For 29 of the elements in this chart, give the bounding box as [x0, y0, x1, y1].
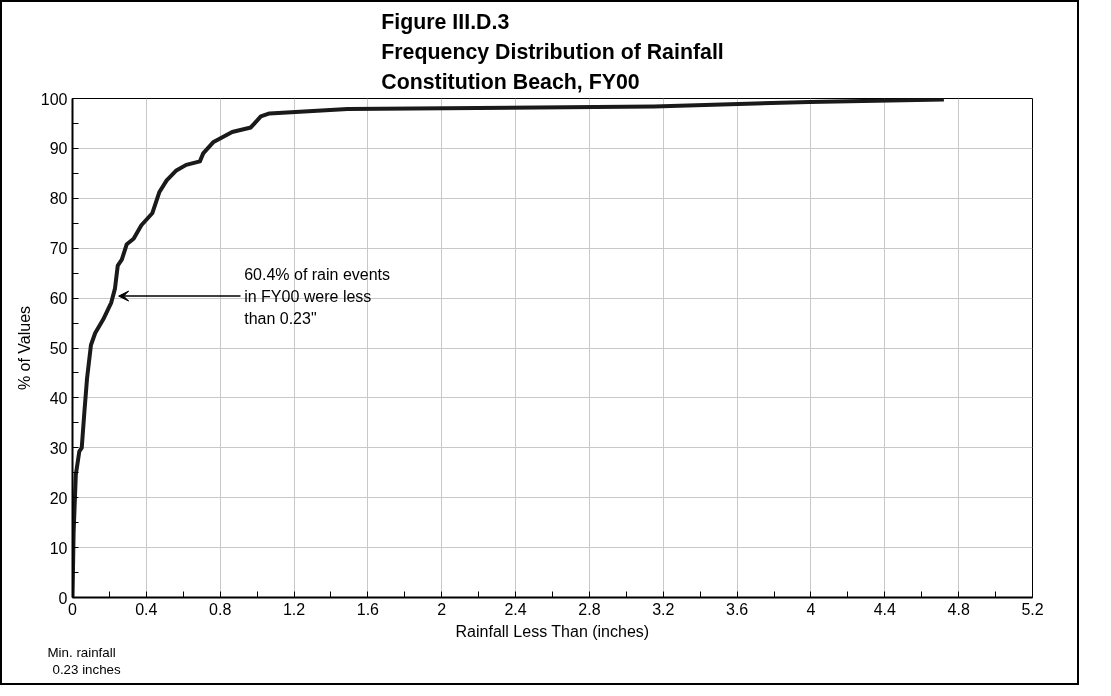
- y-tick-label: 80: [49, 190, 68, 208]
- y-tick-label: 20: [49, 489, 68, 507]
- y-tick-label: 40: [49, 389, 68, 407]
- y-tick-label: 100: [40, 90, 68, 108]
- annotation: 60.4% of rain events in FY00 were less than 0.23": [244, 265, 391, 327]
- x-tick-label: 4.8: [947, 600, 970, 618]
- chart-title: Figure III.D.3 Frequency Distribution of Rainfall Constitution Beach, FY00: [381, 9, 724, 94]
- x-tick-label: 2: [437, 600, 447, 618]
- x-tick-label: 1.2: [282, 600, 306, 618]
- y-tick-label: 90: [49, 140, 68, 158]
- y-tick-label: 10: [49, 539, 68, 557]
- x-tick-label: 0.8: [209, 600, 232, 618]
- x-tick-label: 4.4: [873, 600, 897, 618]
- x-tick-label: 0.4: [135, 600, 158, 618]
- x-tick-label: 2.4: [504, 600, 527, 618]
- x-tick-label: 2.8: [578, 600, 601, 618]
- y-tick-label: 0: [58, 589, 68, 607]
- x-tick-label: 5.2: [1021, 600, 1044, 618]
- y-tick-label: 30: [49, 439, 68, 457]
- y-tick-label: 50: [49, 340, 68, 357]
- y-axis-title: % of Values: [15, 305, 33, 391]
- y-tick-label: 60: [49, 290, 68, 308]
- x-axis-title: Rainfall Less Than (inches): [455, 622, 650, 640]
- text: Min. rainfall 0.23 inches: [47, 644, 122, 677]
- y-tick-label: 70: [49, 240, 68, 258]
- x-tick-label: 3.2: [652, 600, 675, 618]
- x-tick-label: 4: [806, 600, 816, 618]
- x-tick-label: 1.6: [356, 600, 380, 618]
- x-tick-label: 3.6: [725, 600, 749, 618]
